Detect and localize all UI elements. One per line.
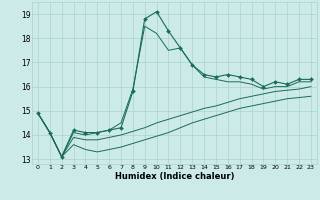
X-axis label: Humidex (Indice chaleur): Humidex (Indice chaleur) xyxy=(115,172,234,181)
